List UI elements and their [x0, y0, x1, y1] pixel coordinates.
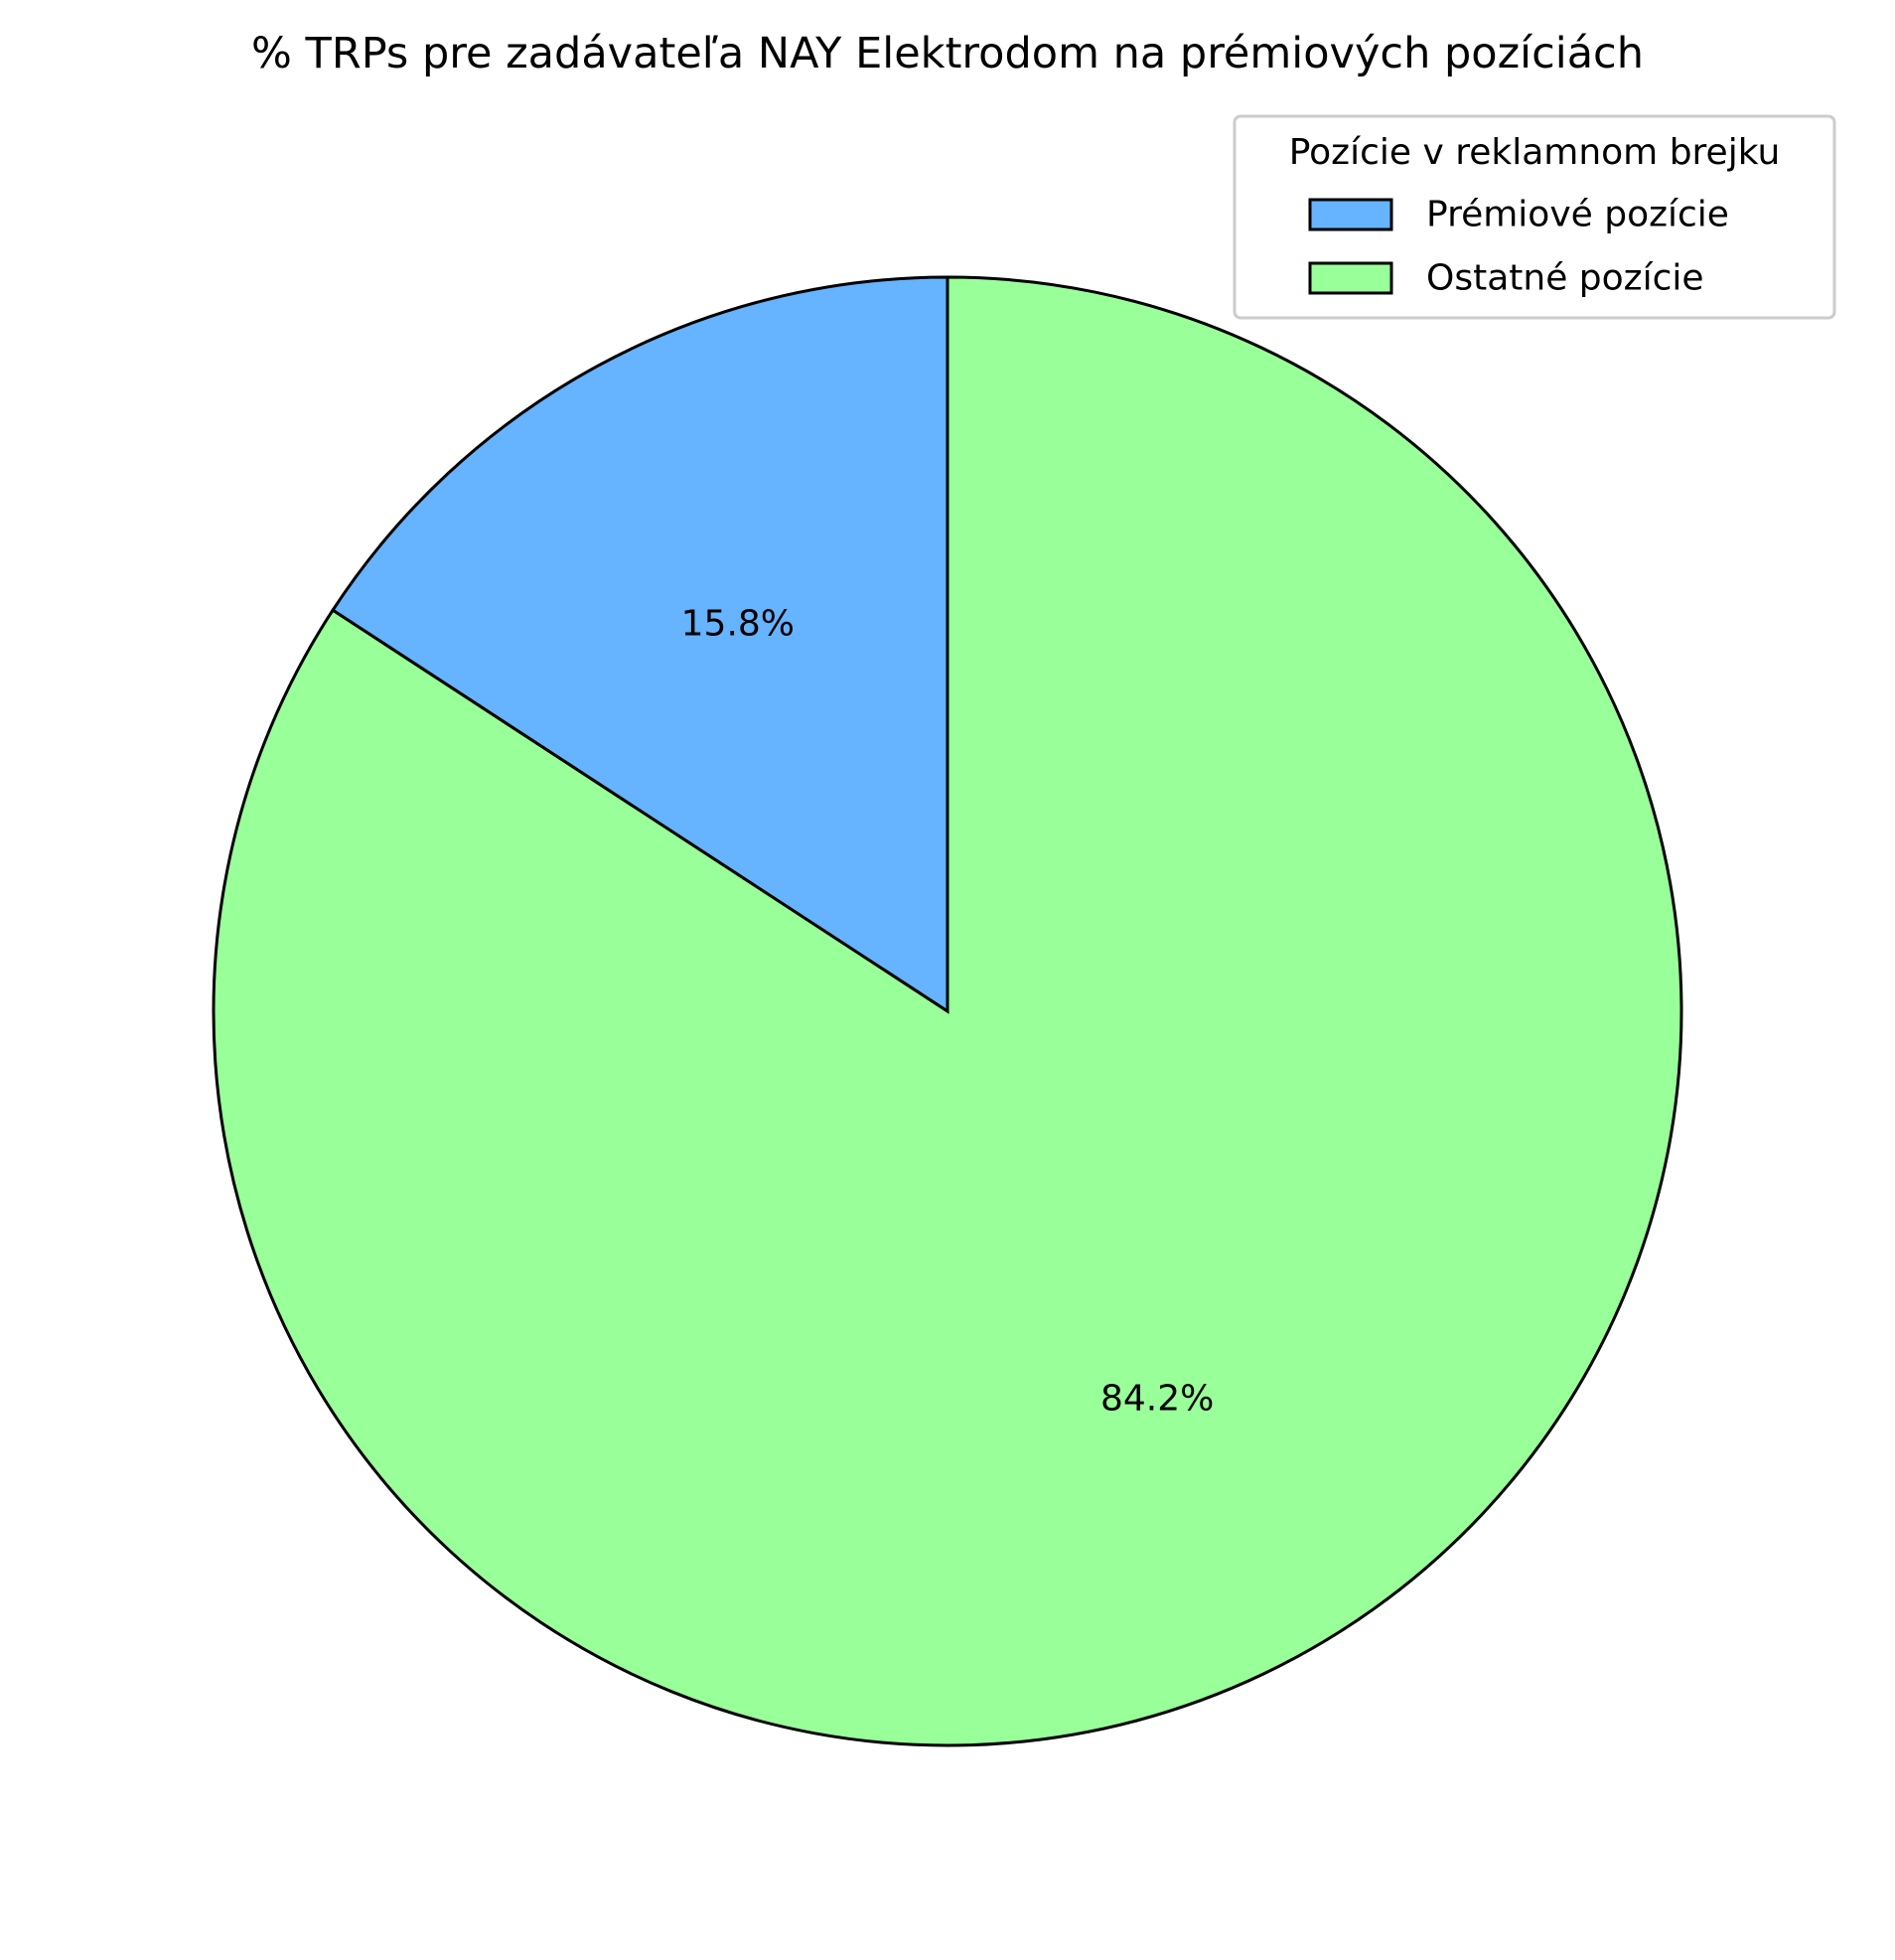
- slice-labels: 15.8% 84.2%: [681, 604, 1215, 1420]
- legend-swatch-ostatne-pozicie: [1308, 261, 1393, 295]
- legend-label-premiove-pozicie: Prémiové pozície: [1426, 195, 1729, 235]
- slice-label-premiove-pozicie: 15.8%: [681, 604, 795, 645]
- slice-label-ostatne-pozicie: 84.2%: [1100, 1378, 1214, 1419]
- legend: Pozície v reklamnom brejku Prémiové pozí…: [1233, 114, 1836, 320]
- pie-slice-ostatne-pozicie: [212, 275, 1683, 1747]
- legend-title: Pozície v reklamnom brejku: [1289, 132, 1781, 173]
- pie: [212, 275, 1683, 1747]
- pie-slice-premiove-pozicie: [330, 275, 949, 1014]
- legend-entries: Prémiové pozície Ostatné pozície: [1308, 195, 1729, 299]
- legend-label-ostatne-pozicie: Ostatné pozície: [1426, 258, 1704, 299]
- chart-title: % TRPs pre zadávateľa NAY Elektrodom na …: [251, 29, 1644, 78]
- legend-swatch-premiove-pozicie: [1308, 198, 1393, 231]
